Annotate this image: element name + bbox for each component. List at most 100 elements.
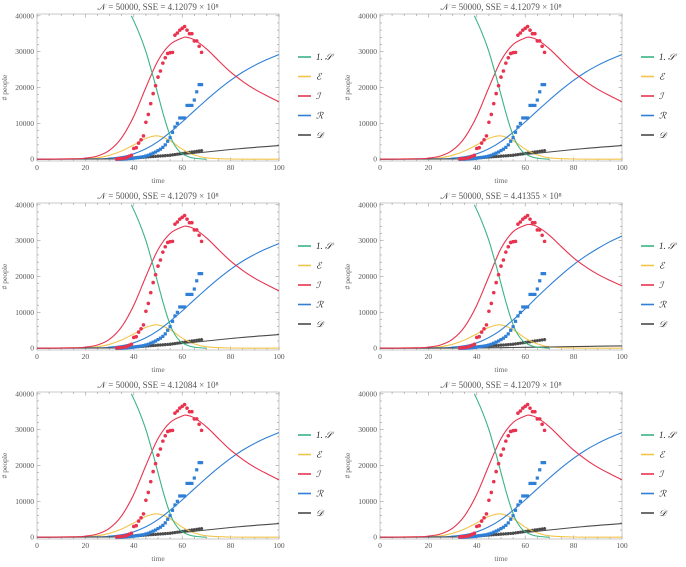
observed-I-point	[194, 417, 199, 421]
model-curve-E	[37, 513, 279, 538]
legend-label: ℐ	[316, 91, 322, 101]
observed-I-point	[491, 290, 496, 295]
observed-R-point	[482, 155, 486, 159]
observed-R-point	[518, 499, 522, 503]
observed-R-point	[540, 272, 544, 276]
observed-R-point	[168, 325, 172, 329]
observed-R-point	[158, 147, 163, 151]
observed-I-point	[489, 112, 494, 117]
x-tick-label: 60	[521, 163, 529, 172]
observed-I-point	[153, 461, 158, 466]
observed-I-point	[158, 69, 163, 73]
y-axis-label: # people	[0, 74, 9, 100]
observed-I-point	[136, 330, 141, 334]
observed-I-point	[134, 523, 139, 528]
observed-I-point	[182, 213, 187, 218]
legend-label: 1. 𝒮	[659, 430, 678, 440]
model-curve-S	[130, 393, 207, 538]
observed-I-point	[182, 24, 187, 29]
observed-R-point	[197, 461, 201, 465]
observed-R-point	[199, 461, 204, 465]
observed-R-point	[163, 143, 167, 147]
legend-label: 𝒟	[316, 319, 325, 329]
observed-R-point	[501, 336, 506, 340]
legend-item-E: ℰ	[298, 72, 323, 82]
observed-I-point	[194, 228, 199, 232]
observed-R-point	[153, 339, 158, 343]
observed-R-point	[137, 344, 141, 349]
observed-R-point	[540, 83, 544, 87]
legend-item-I: ℐ	[298, 469, 322, 479]
observed-R-point	[538, 279, 542, 283]
observed-R-point	[538, 90, 542, 94]
x-tick-label: 20	[425, 352, 433, 361]
observed-I-point	[484, 134, 489, 138]
observed-R-point	[168, 136, 172, 140]
legend-item-R: ℛ	[298, 300, 324, 310]
observed-I-point	[537, 39, 542, 43]
plot-area	[37, 204, 279, 350]
observed-I-point	[491, 101, 496, 106]
observed-R-point	[521, 116, 525, 120]
observed-R-point	[141, 533, 146, 537]
x-tick-label: 40	[130, 163, 138, 172]
observed-I-point	[518, 409, 523, 413]
chart-panel-6: 𝒩 = 50000, SSE = 4.12079 × 10⁸ 0 20 40 60 80 1…	[343, 378, 686, 567]
observed-R-point	[185, 292, 189, 297]
observed-R-point	[168, 514, 172, 518]
observed-R-point	[542, 461, 547, 465]
observed-R-point	[187, 292, 192, 297]
observed-R-point	[506, 521, 510, 525]
observed-I-point	[170, 239, 175, 244]
observed-I-point	[533, 31, 537, 36]
y-tick-label: 40000	[15, 11, 34, 20]
x-tick-label: 100	[616, 541, 628, 550]
observed-R-point	[146, 531, 150, 535]
model-curve-S	[473, 393, 550, 538]
observed-R-point	[199, 83, 204, 87]
observed-R-point	[501, 147, 506, 151]
observed-R-point	[530, 481, 535, 486]
observed-I-point	[144, 120, 148, 125]
observed-R-point	[178, 494, 182, 498]
observed-R-point	[496, 150, 501, 154]
observed-I-point	[151, 469, 155, 474]
observed-R-point	[535, 287, 539, 291]
observed-R-point	[513, 508, 518, 512]
observed-I-point	[484, 512, 489, 516]
observed-R-point	[540, 461, 544, 465]
observed-R-point	[187, 481, 192, 486]
model-curve-R	[380, 235, 622, 349]
model-curve-R	[37, 53, 279, 160]
plot-frame	[36, 202, 280, 351]
legend-item-E: ℰ	[641, 261, 666, 271]
observed-I-point	[484, 323, 489, 327]
observed-R-point	[170, 508, 175, 512]
observed-I-point	[173, 33, 177, 37]
plot-area	[37, 393, 279, 539]
legend-item-I: ℐ	[298, 91, 322, 101]
observed-I-point	[537, 228, 542, 232]
model-curve-I	[380, 36, 622, 160]
legend-item-R: ℛ	[641, 489, 667, 499]
legend-item-S: 1. 𝒮	[298, 430, 335, 440]
x-tick-label: 80	[227, 163, 235, 172]
observed-I-point	[477, 334, 482, 339]
observed-R-point	[134, 345, 138, 349]
x-tick-label: 60	[521, 541, 529, 550]
y-tick-label: 30000	[358, 236, 377, 245]
observed-R-point	[183, 494, 187, 498]
observed-R-point	[137, 155, 141, 160]
observed-R-point	[470, 157, 474, 161]
observed-R-point	[185, 481, 189, 486]
observed-I-point	[173, 411, 177, 415]
legend-label: ℛ	[659, 111, 667, 121]
observed-R-point	[127, 346, 131, 350]
observed-I-point	[148, 479, 153, 484]
observed-R-point	[144, 532, 148, 536]
observed-R-point	[472, 534, 476, 539]
plot-frame	[36, 13, 280, 162]
observed-R-point	[161, 334, 165, 338]
